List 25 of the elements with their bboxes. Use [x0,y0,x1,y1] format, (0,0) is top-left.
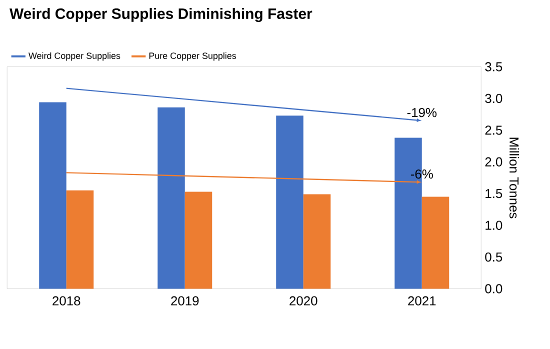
bar [422,196,450,289]
y-tick-label: 0.0 [485,284,502,294]
legend-label: Pure Copper Supplies [149,52,236,61]
y-tick-label: 2.0 [485,157,502,166]
legend-label: Weird Copper Supplies [28,52,120,61]
y-tick-label: 1.0 [486,220,502,230]
bar [66,190,94,289]
x-tick-label: 2018 [52,296,80,306]
y-tick-label: 1.5 [486,189,502,198]
annotation: -6% [410,169,433,179]
y-axis-title: Million Tonnes [509,138,519,218]
bar [303,194,331,289]
annotation: -19% [407,108,437,118]
bar [39,102,66,289]
x-tick-label: 2021 [408,296,436,306]
y-tick-label: 3.0 [485,94,502,104]
chart-title: Weird Copper Supplies Diminishing Faster [10,8,312,22]
x-tick-label: 2020 [290,296,318,306]
y-tick-label: 2.5 [485,126,502,135]
y-tick-label: 3.5 [485,62,502,72]
bar [276,116,304,289]
bar [158,107,185,289]
bar [184,192,212,289]
y-tick-label: 0.5 [485,252,502,262]
x-tick-label: 2019 [171,296,199,306]
